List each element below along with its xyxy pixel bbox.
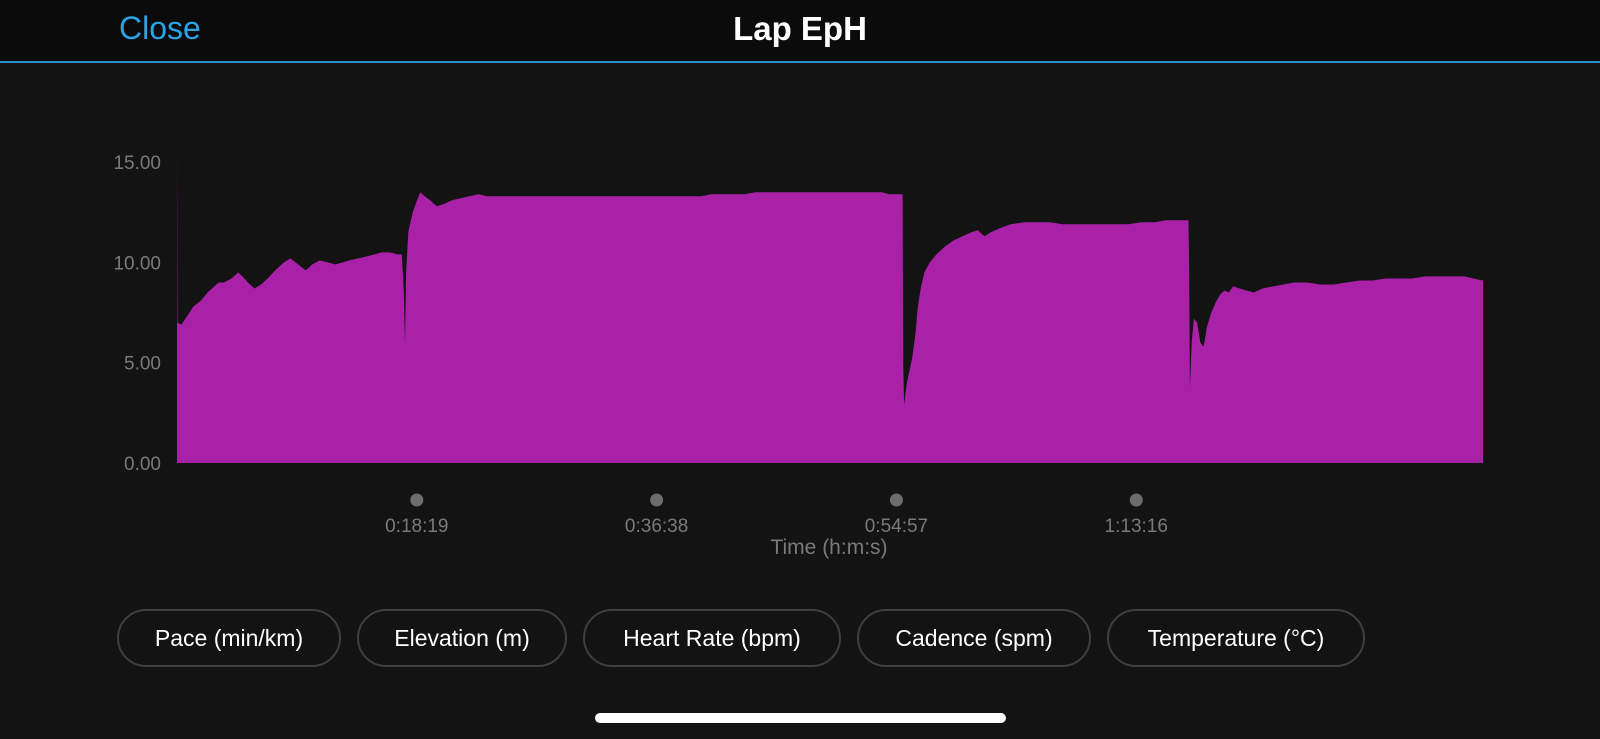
y-tick-label: 15.00 [113,153,161,174]
y-tick-label: 5.00 [124,354,161,375]
x-tick-marker[interactable] [1129,493,1143,507]
x-tick-label: 1:13:16 [1105,516,1168,537]
elevation-button[interactable]: Elevation (m) [357,609,567,667]
y-axis: 0.00 5.00 10.00 15.00 [113,153,161,475]
y-tick-label: 0.00 [124,454,161,475]
x-tick-marker[interactable] [889,493,903,507]
y-tick-label: 10.00 [113,253,161,274]
x-tick-marker[interactable] [650,493,664,507]
x-tick-label: 0:18:19 [385,516,448,537]
page-title: Lap EpH [733,10,867,47]
x-tick-label: 0:36:38 [625,516,688,537]
header-bar: Close Lap EpH [0,0,1600,63]
x-axis-label: Time (h:m:s) [770,536,887,559]
home-indicator [595,713,1006,723]
close-button[interactable]: Close [119,10,201,46]
x-tick-label: 0:54:57 [865,516,928,537]
temperature-button[interactable]: Temperature (°C) [1107,609,1365,667]
heart-rate-button[interactable]: Heart Rate (bpm) [583,609,841,667]
eph-area-series [177,132,1483,463]
cadence-button[interactable]: Cadence (spm) [857,609,1091,667]
pace-button[interactable]: Pace (min/km) [117,609,341,667]
x-tick-marker[interactable] [410,493,424,507]
x-axis: 0:18:19 0:36:38 0:54:57 1:13:16 [385,493,1168,537]
eph-area-chart: 0.00 5.00 10.00 15.00 0:18:19 0:36:38 0:54:57… [113,132,1483,559]
metric-selector: Pace (min/km) Elevation (m) Heart Rate (… [0,609,1600,669]
